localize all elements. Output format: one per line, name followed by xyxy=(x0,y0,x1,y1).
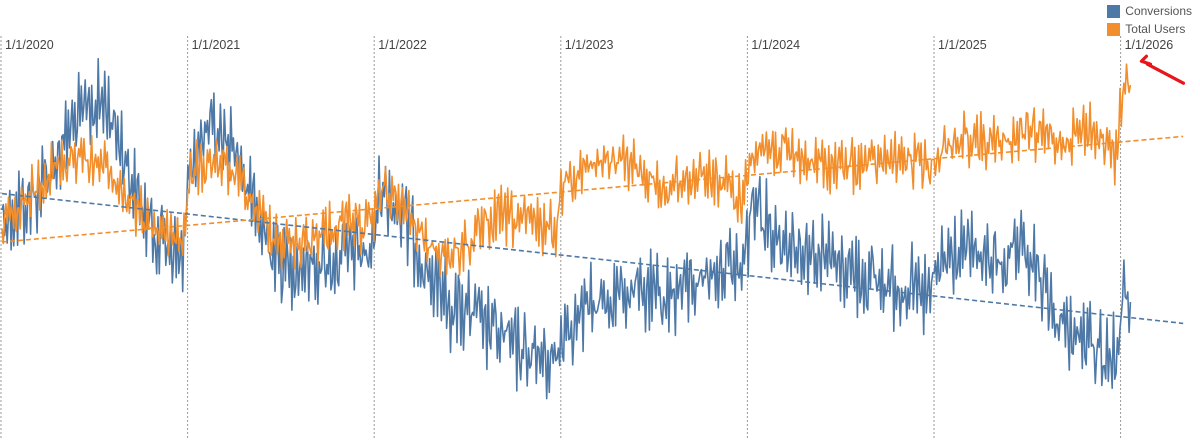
legend-item-conversions[interactable]: Conversions xyxy=(1107,2,1192,20)
annotation-arrow xyxy=(1139,54,1186,85)
legend-label-total-users: Total Users xyxy=(1125,22,1186,36)
legend-swatch-total-users xyxy=(1107,22,1121,36)
x-tick-label: 1/1/2025 xyxy=(938,38,987,52)
trend-line-total-users xyxy=(1,135,1184,243)
trend-line-conversions xyxy=(1,192,1184,325)
x-tick-label: 1/1/2026 xyxy=(1125,38,1174,52)
series-line-total-users xyxy=(1,63,1132,277)
x-tick-label: 1/1/2024 xyxy=(751,38,800,52)
x-tick-label: 1/1/2021 xyxy=(192,38,241,52)
legend-swatch-conversions xyxy=(1107,4,1121,18)
x-tick-label: 1/1/2020 xyxy=(5,38,54,52)
x-tick-label: 1/1/2022 xyxy=(378,38,427,52)
legend-item-total-users[interactable]: Total Users xyxy=(1107,20,1192,38)
legend-label-conversions: Conversions xyxy=(1125,4,1192,18)
legend: Conversions Total Users xyxy=(1107,2,1192,38)
x-tick-label: 1/1/2023 xyxy=(565,38,614,52)
